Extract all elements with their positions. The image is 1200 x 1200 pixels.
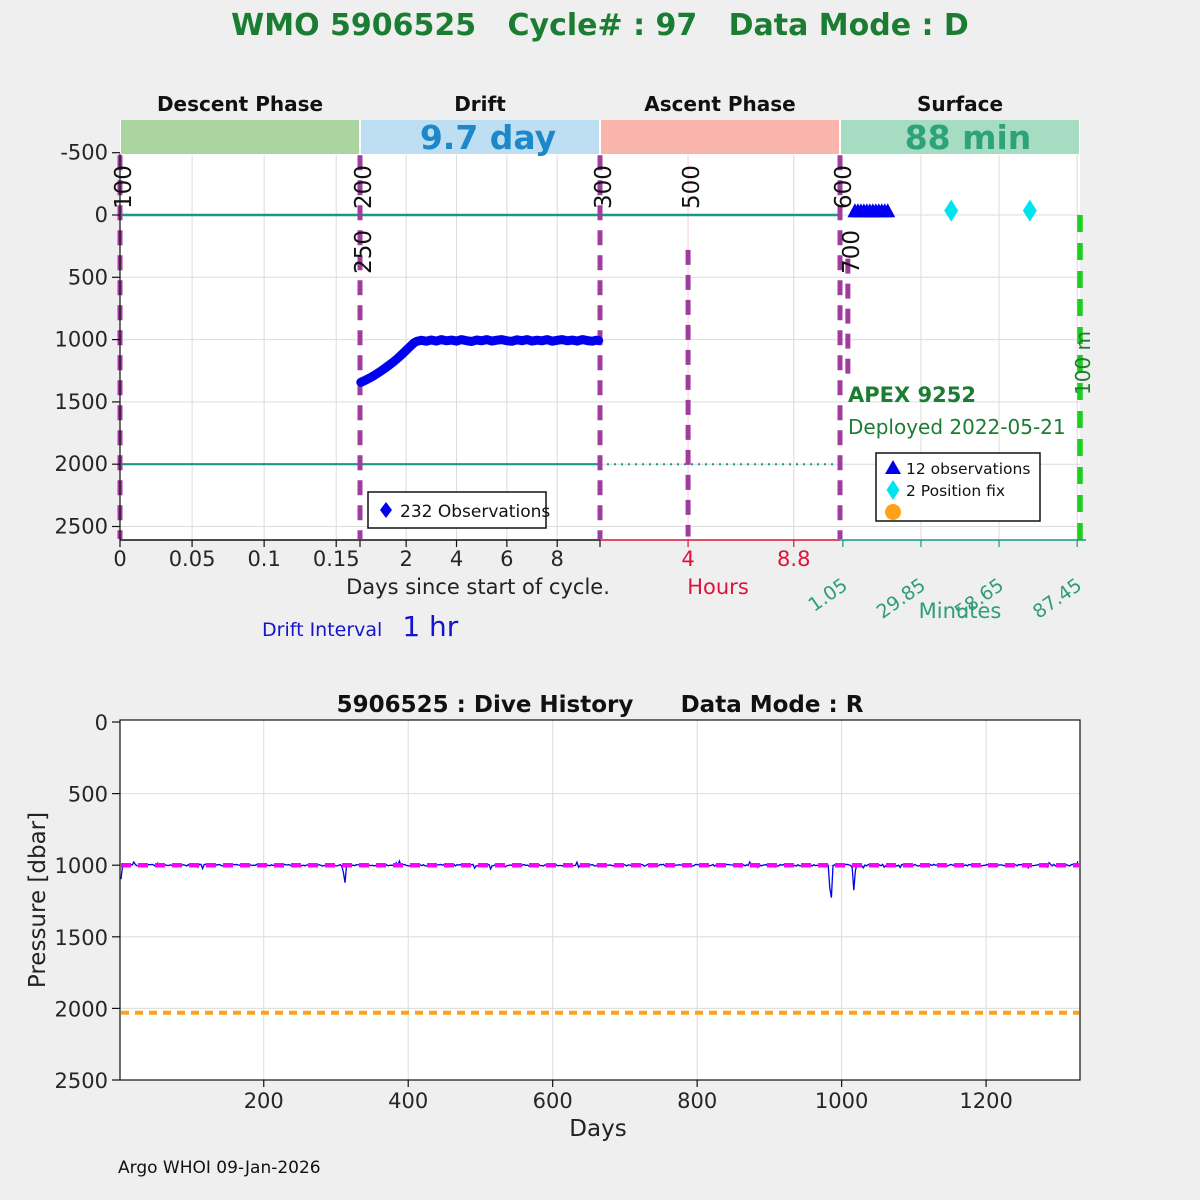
cycle-marker-label: 700 xyxy=(839,230,865,274)
pressure-axis-label: Pressure [dbar] xyxy=(25,812,51,988)
x-tick-label: 200 xyxy=(244,1089,284,1113)
float-model-annotation: APEX 9252 xyxy=(848,383,976,407)
x-tick-label: 0.1 xyxy=(247,547,280,571)
drift-interval: Drift Interval 1 hr xyxy=(262,610,458,643)
cycle-marker-label: 600 xyxy=(831,165,857,209)
y-tick-label: 2000 xyxy=(55,997,108,1021)
y-tick-label: 0 xyxy=(95,711,108,735)
hours-tick-label: 4 xyxy=(681,547,694,571)
minutes-tick-label: 87.45 xyxy=(1029,574,1086,623)
dive-history-title: 5906525 : Dive History xyxy=(337,692,634,718)
footer-credit: Argo WHOI 09-Jan-2026 xyxy=(118,1158,321,1178)
position-fix-marker xyxy=(1022,199,1037,222)
phase-band xyxy=(121,120,359,154)
end-of-cycle-label: 100 m xyxy=(1071,331,1095,395)
cycle-marker-label: 250 xyxy=(351,230,377,274)
y-tick-label: 500 xyxy=(68,265,108,289)
dive-history-data-mode: Data Mode : R xyxy=(681,692,864,718)
dive-history-chart: 200 400 600 800 1000 1200 0 500 1000 1500 2000 2500 xyxy=(55,711,1081,1113)
observations-legend-label: 232 Observations xyxy=(400,502,550,522)
position-fix-marker xyxy=(944,199,959,222)
y-tick-label: 1500 xyxy=(55,926,108,950)
y-tick-label: -500 xyxy=(60,141,108,165)
drift-observations-series xyxy=(356,335,604,387)
y-tick-label: 1000 xyxy=(55,854,108,878)
y-tick-label: 1500 xyxy=(55,390,108,414)
x-tick-label: 4 xyxy=(450,547,463,571)
phase-duration: 88 min xyxy=(905,118,1032,157)
phase-label: Surface xyxy=(917,92,1003,116)
x-tick-label: 0 xyxy=(113,547,126,571)
y-tick-label: 2500 xyxy=(55,1069,108,1093)
phase-band xyxy=(601,120,839,154)
minutes-axis-label: Minutes xyxy=(919,599,1002,623)
cycle-marker-label: 200 xyxy=(351,165,377,209)
y-tick-label: 1000 xyxy=(55,328,108,352)
surface-observation-marker xyxy=(880,203,896,218)
phase-band xyxy=(841,120,1079,154)
plot-frame xyxy=(119,719,1081,1081)
days-axis-label: Days xyxy=(569,1116,626,1142)
x-tick-label: 800 xyxy=(677,1089,717,1113)
x-tick-label: 600 xyxy=(533,1089,573,1113)
x-tick-label: 400 xyxy=(388,1089,428,1113)
y-tick-label: 0 xyxy=(95,203,108,227)
circle-icon xyxy=(885,504,901,520)
x-tick-label: 0.05 xyxy=(169,547,216,571)
surface-legend-label: 2 Position fix xyxy=(906,482,1005,500)
drift-interval-value: 1 hr xyxy=(402,610,459,643)
surface-legend-box xyxy=(875,452,1041,522)
surface-legend-label: 12 observations xyxy=(906,460,1030,478)
page-title: WMO 5906525 Cycle# : 97 Data Mode : D xyxy=(231,8,969,43)
x-tick-label: 2 xyxy=(399,547,412,571)
drift-interval-label: Drift Interval xyxy=(262,619,383,641)
x-tick-label: 1200 xyxy=(959,1089,1012,1113)
triangle-icon xyxy=(885,460,901,474)
diamond-icon xyxy=(380,502,392,518)
top-xaxis-label: Days since start of cycle. xyxy=(346,575,610,599)
phase-label: Drift xyxy=(454,92,506,116)
x-tick-label: 8 xyxy=(551,547,564,571)
x-tick-label: 1000 xyxy=(815,1089,868,1113)
y-tick-label: 2000 xyxy=(55,452,108,476)
phase-band xyxy=(361,120,599,154)
deployed-date-annotation: Deployed 2022-05-21 xyxy=(848,415,1066,439)
phase-duration: 9.7 day xyxy=(420,118,556,157)
hours-axis-label: Hours xyxy=(687,575,749,599)
phase-label: Descent Phase xyxy=(157,92,323,116)
cycle-marker-label: 500 xyxy=(679,165,705,209)
x-tick-label: 6 xyxy=(500,547,513,571)
diamond-icon xyxy=(886,480,900,500)
cycle-marker-label: 300 xyxy=(591,165,617,209)
minutes-tick-label: 1.05 xyxy=(804,574,851,616)
hours-tick-label: 8.8 xyxy=(777,547,810,571)
cycle-marker-label: 100 xyxy=(111,165,137,209)
dive-plot-area xyxy=(120,720,1080,1080)
observations-legend-box xyxy=(367,491,547,529)
phase-label: Ascent Phase xyxy=(644,92,795,116)
y-tick-label: 2500 xyxy=(55,515,108,539)
x-tick-label: 0.15 xyxy=(313,547,360,571)
y-tick-label: 500 xyxy=(68,783,108,807)
